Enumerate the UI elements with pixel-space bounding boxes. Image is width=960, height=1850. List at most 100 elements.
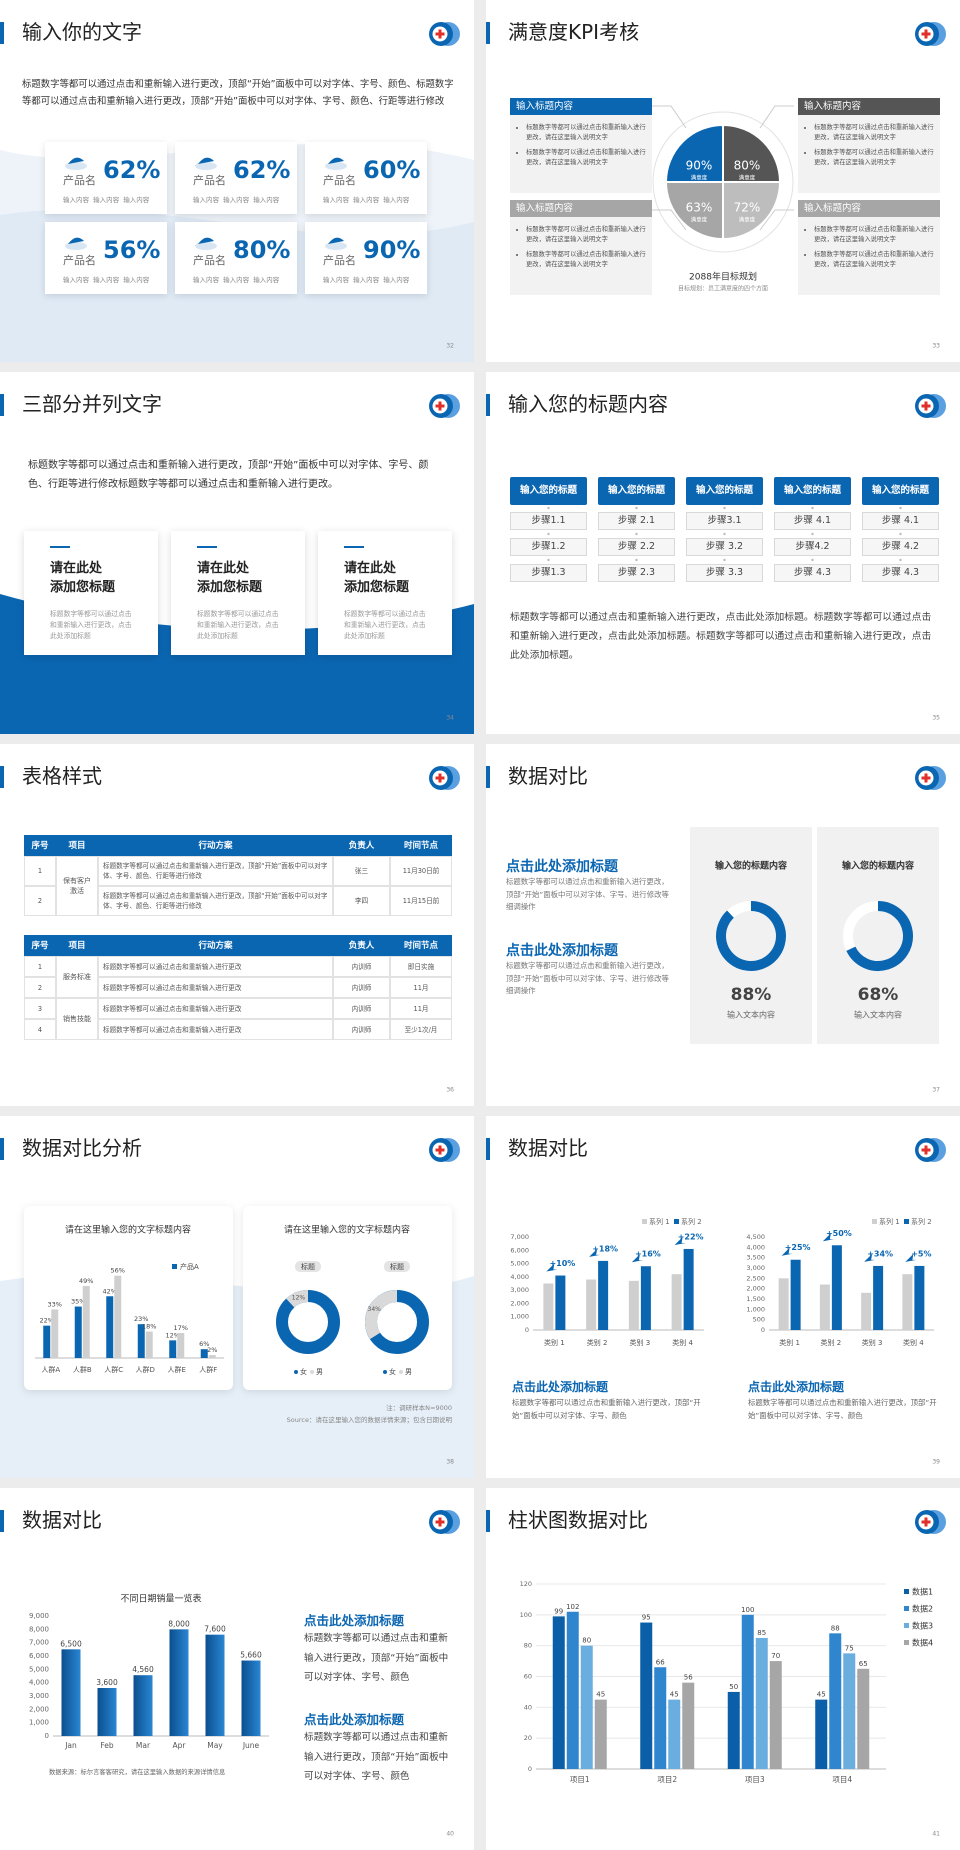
stat-card: 产品名 62% 输入内容 输入内容 输入内容 (175, 142, 297, 214)
bar (829, 1633, 842, 1769)
box-heading: 输入标题内容 (798, 98, 940, 115)
bar (861, 1292, 872, 1330)
y-tick-label: 7,000 (29, 1639, 49, 1647)
annotation: +34% (867, 1249, 893, 1258)
block-heading: 点击此处添加标题 (506, 859, 618, 875)
bar (819, 1284, 830, 1330)
legend-swatch (904, 1219, 909, 1224)
card-label: 产品名 (193, 254, 226, 267)
text-card: 请在此处 添加您标题 标题数字等都可以通过点击和重新输入进行更改，点击此处添加标题 (24, 531, 158, 655)
icon (68, 237, 84, 244)
table-cell: 即日实施 (390, 956, 452, 977)
icon (325, 157, 347, 170)
step-dot (723, 558, 726, 562)
title-accent (486, 394, 490, 416)
annotation: +50% (826, 1229, 852, 1238)
logo (435, 773, 445, 783)
icon (198, 237, 214, 244)
icon (195, 162, 217, 170)
table-header: 项目 (56, 935, 98, 956)
table-cell: 11月15日前 (390, 886, 452, 916)
x-tick-label: 类别 3 (862, 1338, 883, 1347)
donut-arc (716, 901, 786, 971)
bar (114, 1275, 122, 1358)
slide-title: 表格样式 (22, 764, 102, 788)
table-header: 项目 (56, 835, 98, 856)
quadrant-label: 满意度 (691, 174, 708, 182)
step-dot (899, 558, 902, 562)
bar (902, 1274, 913, 1330)
donut-value: 88% (731, 985, 772, 1005)
step-dot (635, 532, 638, 536)
title-accent (486, 22, 490, 44)
legend-swatch (904, 1606, 909, 1611)
y-tick-label: 5,000 (29, 1665, 49, 1673)
slide-title: 数据对比分析 (22, 1136, 142, 1160)
bar (208, 1355, 216, 1358)
card-label: 产品名 (323, 174, 356, 187)
bar (682, 1682, 695, 1769)
y-tick-label: 500 (753, 1316, 765, 1324)
x-tick-label: 人群A (41, 1365, 60, 1374)
x-tick-label: 类别 1 (779, 1338, 800, 1347)
card-note: 输入内容 输入内容 输入内容 (63, 196, 150, 204)
slide-title: 数据对比 (22, 1508, 102, 1532)
step-dot (899, 532, 902, 536)
page-number: 36 (446, 1087, 454, 1094)
donut-arc (846, 901, 913, 971)
legend-swatch (642, 1219, 647, 1224)
box-body: 标题数字等都可以通过点击和重新输入进行更改，请在这里输入说明文字标题数字等都可以… (798, 217, 940, 295)
x-tick-label: Jan (64, 1741, 77, 1750)
legend-dot (399, 1370, 403, 1374)
card-value: 90% (363, 236, 421, 264)
pill (384, 1261, 410, 1272)
legend-label: 系列 1 (649, 1217, 670, 1226)
legend-swatch (872, 1219, 877, 1224)
arrow-icon (864, 1253, 876, 1262)
data-label: 75 (845, 1644, 854, 1652)
source: 数据来源：标尔言客客研究，请在这里输入数据的来源详情信息 (49, 1767, 225, 1776)
card-label: 产品名 (193, 174, 226, 187)
donut-caption: 输入文本内容 (854, 1010, 902, 1020)
bar (74, 1306, 82, 1358)
box-item: 标题数字等都可以通过点击和重新输入进行更改，请在这里输入说明文字 (814, 123, 934, 143)
data-label: 49% (79, 1277, 93, 1285)
y-tick-label: 0 (45, 1732, 49, 1740)
data-label: 33% (48, 1300, 62, 1308)
pill (295, 1261, 321, 1272)
legend-label: 数据2 (912, 1604, 933, 1614)
block-heading: 点击此处添加标题 (304, 1712, 405, 1727)
table-cell: 1 (24, 856, 56, 886)
quadrant-value: 72% (734, 201, 761, 215)
x-tick-label: May (207, 1741, 223, 1750)
bar (97, 1688, 117, 1736)
table-cell: 标题数字等都可以通过点击和重新输入进行更改，顶部“开始”面板中可以对字体、字号、… (98, 886, 333, 916)
table-cell: 11月30日前 (390, 856, 452, 886)
title-accent (0, 394, 4, 416)
card-accent (197, 546, 217, 548)
icon (195, 237, 217, 250)
slide-graphics: 35 (486, 394, 946, 722)
bar (857, 1668, 870, 1769)
y-tick-label: 3,000 (746, 1264, 765, 1272)
card-accent (344, 546, 364, 548)
step-dot (811, 506, 814, 510)
box-item: 标题数字等都可以通过点击和重新输入进行更改，请在这里输入说明文字 (526, 225, 646, 245)
table-group-cell: 服务标准 (56, 956, 98, 998)
y-tick-label: 4,000 (29, 1679, 49, 1687)
data-label: 42% (103, 1287, 117, 1295)
box-body: 标题数字等都可以通过点击和重新输入进行更改，请在这里输入说明文字标题数字等都可以… (510, 217, 652, 295)
data-label: 70 (771, 1652, 780, 1660)
legend-swatch (904, 1623, 909, 1628)
donut-value: 68% (858, 985, 899, 1005)
y-tick-label: 2,000 (510, 1299, 529, 1307)
icon (65, 237, 87, 250)
data-label: 56 (684, 1674, 693, 1682)
y-tick-label: 2,000 (29, 1705, 49, 1713)
table-header: 序号 (24, 935, 56, 956)
step-dot (723, 506, 726, 510)
step: 步骤1.1 (510, 512, 587, 530)
title-accent (0, 1510, 4, 1532)
x-tick-label: 类别 2 (587, 1338, 608, 1347)
